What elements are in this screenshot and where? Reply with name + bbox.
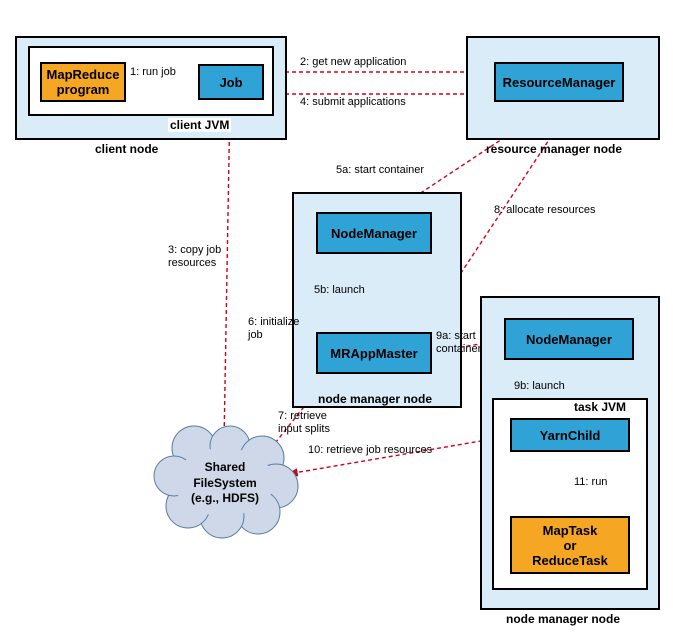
task-jvm-label: task JVM	[572, 400, 628, 414]
edge-label-e4: 4: submit applications	[300, 96, 406, 109]
client-jvm-label: client JVM	[168, 118, 231, 132]
node-manager-1-node: NodeManager	[316, 212, 432, 254]
client-node-label: client node	[95, 142, 158, 156]
resource-manager-node-label: resource manager node	[486, 142, 622, 156]
cloud-label: SharedFileSystem(e.g., HDFS)	[180, 460, 270, 507]
edge-label-e8: 8: allocate resources	[494, 204, 596, 217]
edge-label-e6: 6: initializejob	[248, 316, 299, 342]
node-manager-node-2-label: node manager node	[506, 612, 620, 626]
map-reduce-task-node: MapTaskorReduceTask	[510, 516, 630, 574]
edge-label-e9b: 9b: launch	[514, 380, 565, 393]
edge-label-e7: 7: retrieveinput splits	[278, 410, 330, 436]
edge-label-e5a: 5a: start container	[336, 164, 424, 177]
yarn-child-node: YarnChild	[510, 418, 630, 452]
resource-manager-node: ResourceManager	[494, 62, 624, 102]
edge-label-e1: 1: run job	[130, 66, 176, 79]
node-manager-2-node: NodeManager	[504, 318, 634, 360]
edge-label-e9a: 9a: startcontainer	[436, 330, 481, 356]
node-manager-node-1-label: node manager node	[318, 392, 432, 406]
mapreduce-program-node: MapReduceprogram	[40, 62, 126, 102]
job-node: Job	[198, 64, 264, 100]
mrapp-master-node: MRAppMaster	[316, 332, 432, 374]
edge-label-e11: 11: run	[574, 476, 607, 489]
edge-label-e2: 2: get new application	[300, 56, 406, 69]
edge-label-e5b: 5b: launch	[314, 284, 365, 297]
edge-label-e3: 3: copy jobresources	[168, 244, 221, 270]
edge-label-e10: 10: retrieve job resources	[308, 444, 432, 457]
